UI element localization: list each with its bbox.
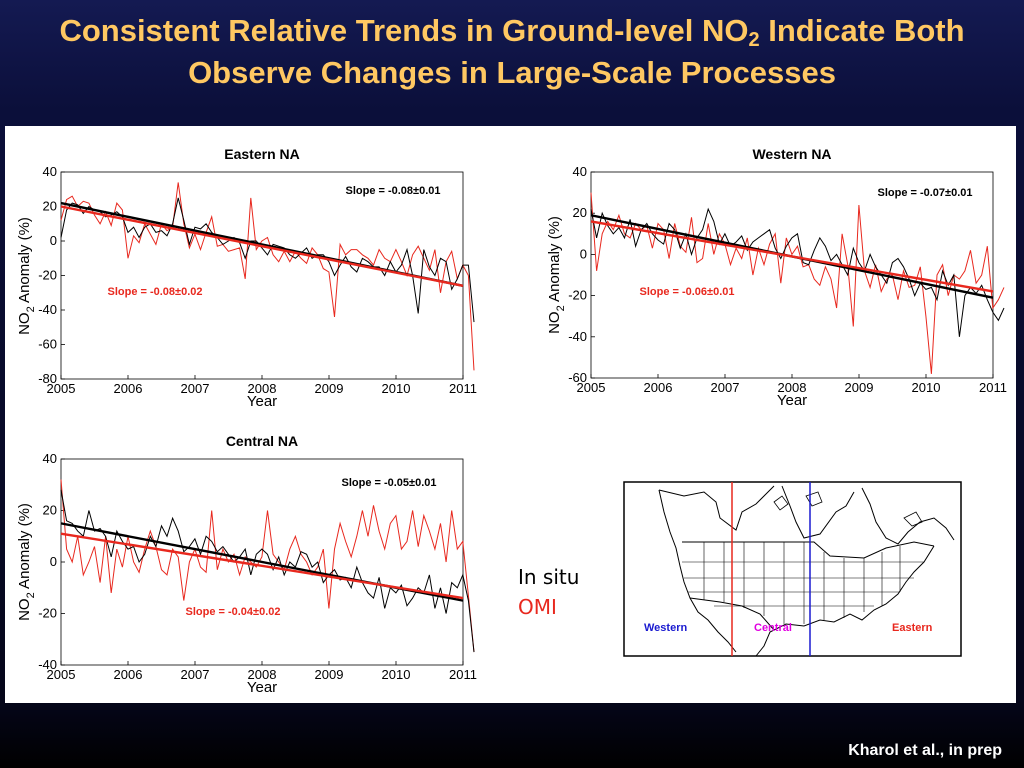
trend-omi-line [590,220,994,293]
chart-western-na: Western NA 2005 2006 2007 2008 2009 2010 2011 -6… [546,146,1007,409]
x-tick-label: 2005 [577,380,606,395]
x-tick-label: 2009 [315,667,344,682]
slope-insitu-annotation: Slope = -0.07±0.01 [877,187,972,199]
plot-frame [60,171,464,380]
slide-title: Consistent Relative Trends in Ground-lev… [0,10,1024,94]
y-tick-label: -20 [38,606,57,621]
y-tick-label: 40 [43,451,57,466]
x-tick-label: 2008 [248,381,277,396]
y-tick-label: -60 [38,337,57,352]
x-tick-label: 2010 [382,381,411,396]
y-axis-label: NO2 Anomaly (%) [16,217,37,335]
y-tick-label: 20 [43,199,57,214]
y-tick-label: 40 [43,164,57,179]
x-tick-label: 2010 [382,667,411,682]
x-axis-label: Year [247,679,277,696]
x-tick-label: 2008 [778,380,807,395]
title-text-2: Indicate Both [759,13,965,48]
y-tick-label: 20 [43,503,57,518]
series-insitu-line [60,197,475,323]
slope-insitu-annotation: Slope = -0.08±0.01 [345,185,440,197]
x-tick-label: 2007 [711,380,740,395]
y-tick-label: 0 [50,233,57,248]
y-tick-label: 0 [580,246,587,261]
slope-insitu-annotation: Slope = -0.05±0.01 [341,477,436,489]
y-axis-label: NO2 Anomaly (%) [546,216,567,334]
map-coastline-canada [658,485,955,545]
citation: Kharol et al., in prep [848,742,1002,759]
map-coastline-east [755,545,935,657]
y-tick-label: -40 [568,329,587,344]
chart-title: Central NA [226,433,298,449]
map-label-eastern: Eastern [892,622,933,634]
slope-omi-annotation: Slope = -0.06±0.01 [639,286,734,298]
y-tick-label: -20 [568,288,587,303]
y-tick-label: 0 [50,554,57,569]
x-tick-label: 2005 [47,667,76,682]
x-tick-label: 2005 [47,381,76,396]
x-tick-label: 2006 [644,380,673,395]
x-tick-label: 2007 [181,667,210,682]
map-label-central: Central [754,622,792,634]
series-insitu-line [590,207,1005,337]
y-axis-label: NO2 Anomaly (%) [16,503,37,621]
x-tick-label: 2008 [248,667,277,682]
map-coastline-west [658,489,737,653]
title-text-1: Consistent Relative Trends in Ground-lev… [59,13,749,48]
legend-omi: OMI [518,595,557,619]
map-state-lines [682,542,924,624]
figure-panel: Eastern NA 2005 2006 2007 2008 2009 2010 2011 -8… [5,126,1016,703]
map-frame [623,481,962,657]
x-tick-label: 2006 [114,667,143,682]
x-tick-label: 2007 [181,381,210,396]
y-tick-label: -40 [38,302,57,317]
y-tick-label: -20 [38,268,57,283]
x-axis-label: Year [777,392,807,409]
chart-title: Western NA [752,146,831,162]
trend-omi-line [60,205,464,288]
slope-omi-annotation: Slope = -0.08±0.02 [107,286,202,298]
title-line-1: Consistent Relative Trends in Ground-lev… [0,10,1024,52]
figure-svg: Eastern NA 2005 2006 2007 2008 2009 2010 2011 -8… [16,146,1007,696]
y-tick-label: 40 [573,164,587,179]
x-tick-label: 2006 [114,381,143,396]
x-tick-label: 2011 [449,381,477,396]
y-tick-label: 20 [573,205,587,220]
legend-insitu: In situ [518,565,580,589]
y-tick-label: -40 [38,657,57,672]
chart-eastern-na: Eastern NA 2005 2006 2007 2008 2009 2010 2011 -8… [16,146,477,410]
title-line-2: Observe Changes in Large-Scale Processes [188,55,836,90]
title-subscript: 2 [748,29,760,51]
y-tick-label: -80 [38,371,57,386]
x-tick-label: 2011 [449,667,477,682]
trend-omi-line [60,532,464,600]
chart-title: Eastern NA [224,146,299,162]
series-omi-line [590,192,1005,374]
y-tick-label: -60 [568,370,587,385]
x-axis-label: Year [247,393,277,410]
series-insitu-line [60,489,475,653]
region-map: Western Central Eastern [623,481,962,657]
series-omi-line [60,182,475,371]
chart-central-na: Central NA 2005 2006 2007 2008 2009 2010 2011 -4… [16,433,477,696]
slope-omi-annotation: Slope = -0.04±0.02 [185,606,280,618]
x-tick-label: 2009 [845,380,874,395]
x-tick-label: 2009 [315,381,344,396]
map-label-western: Western [644,622,687,634]
x-tick-label: 2010 [912,380,941,395]
x-tick-label: 2011 [979,380,1007,395]
